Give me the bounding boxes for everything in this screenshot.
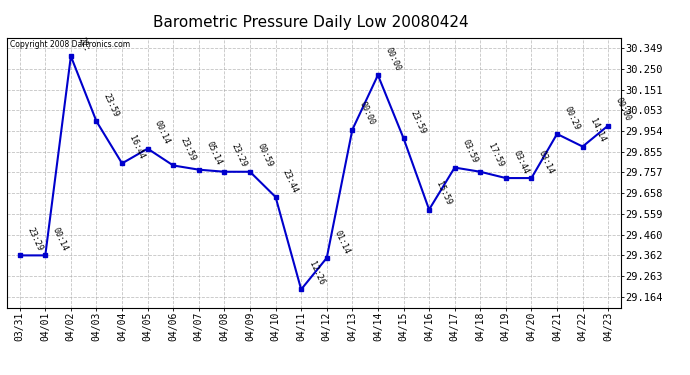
Text: 00:29: 00:29 <box>562 105 581 131</box>
Text: 23:44: 23:44 <box>281 168 300 194</box>
Text: 15:59: 15:59 <box>435 180 453 207</box>
Text: 03:59: 03:59 <box>460 138 479 165</box>
Text: 23:29: 23:29 <box>230 142 248 169</box>
Text: 03:14: 03:14 <box>537 149 555 175</box>
Text: 05:14: 05:14 <box>204 140 223 167</box>
Text: 00:00: 00:00 <box>384 46 402 72</box>
Text: 00:00: 00:00 <box>358 100 377 127</box>
Text: 23:29: 23:29 <box>26 226 44 253</box>
Text: 14:14: 14:14 <box>588 117 607 144</box>
Text: 00:59: 00:59 <box>255 142 274 169</box>
Text: Copyright 2008 Dartronics.com: Copyright 2008 Dartronics.com <box>10 40 130 49</box>
Text: 03:44: 03:44 <box>511 149 530 175</box>
Text: Barometric Pressure Daily Low 20080424: Barometric Pressure Daily Low 20080424 <box>152 15 469 30</box>
Text: 00:14: 00:14 <box>51 226 70 253</box>
Text: 16:44: 16:44 <box>128 134 146 160</box>
Text: 00:14: 00:14 <box>153 119 172 146</box>
Text: 01:14: 01:14 <box>333 229 351 255</box>
Text: 12:26: 12:26 <box>307 260 326 286</box>
Text: 23:59: 23:59 <box>179 136 197 163</box>
Text: 22:: 22: <box>77 36 91 53</box>
Text: 00:00: 00:00 <box>614 96 633 123</box>
Text: 17:59: 17:59 <box>486 142 504 169</box>
Text: 23:59: 23:59 <box>102 92 121 118</box>
Text: 23:59: 23:59 <box>409 109 428 135</box>
